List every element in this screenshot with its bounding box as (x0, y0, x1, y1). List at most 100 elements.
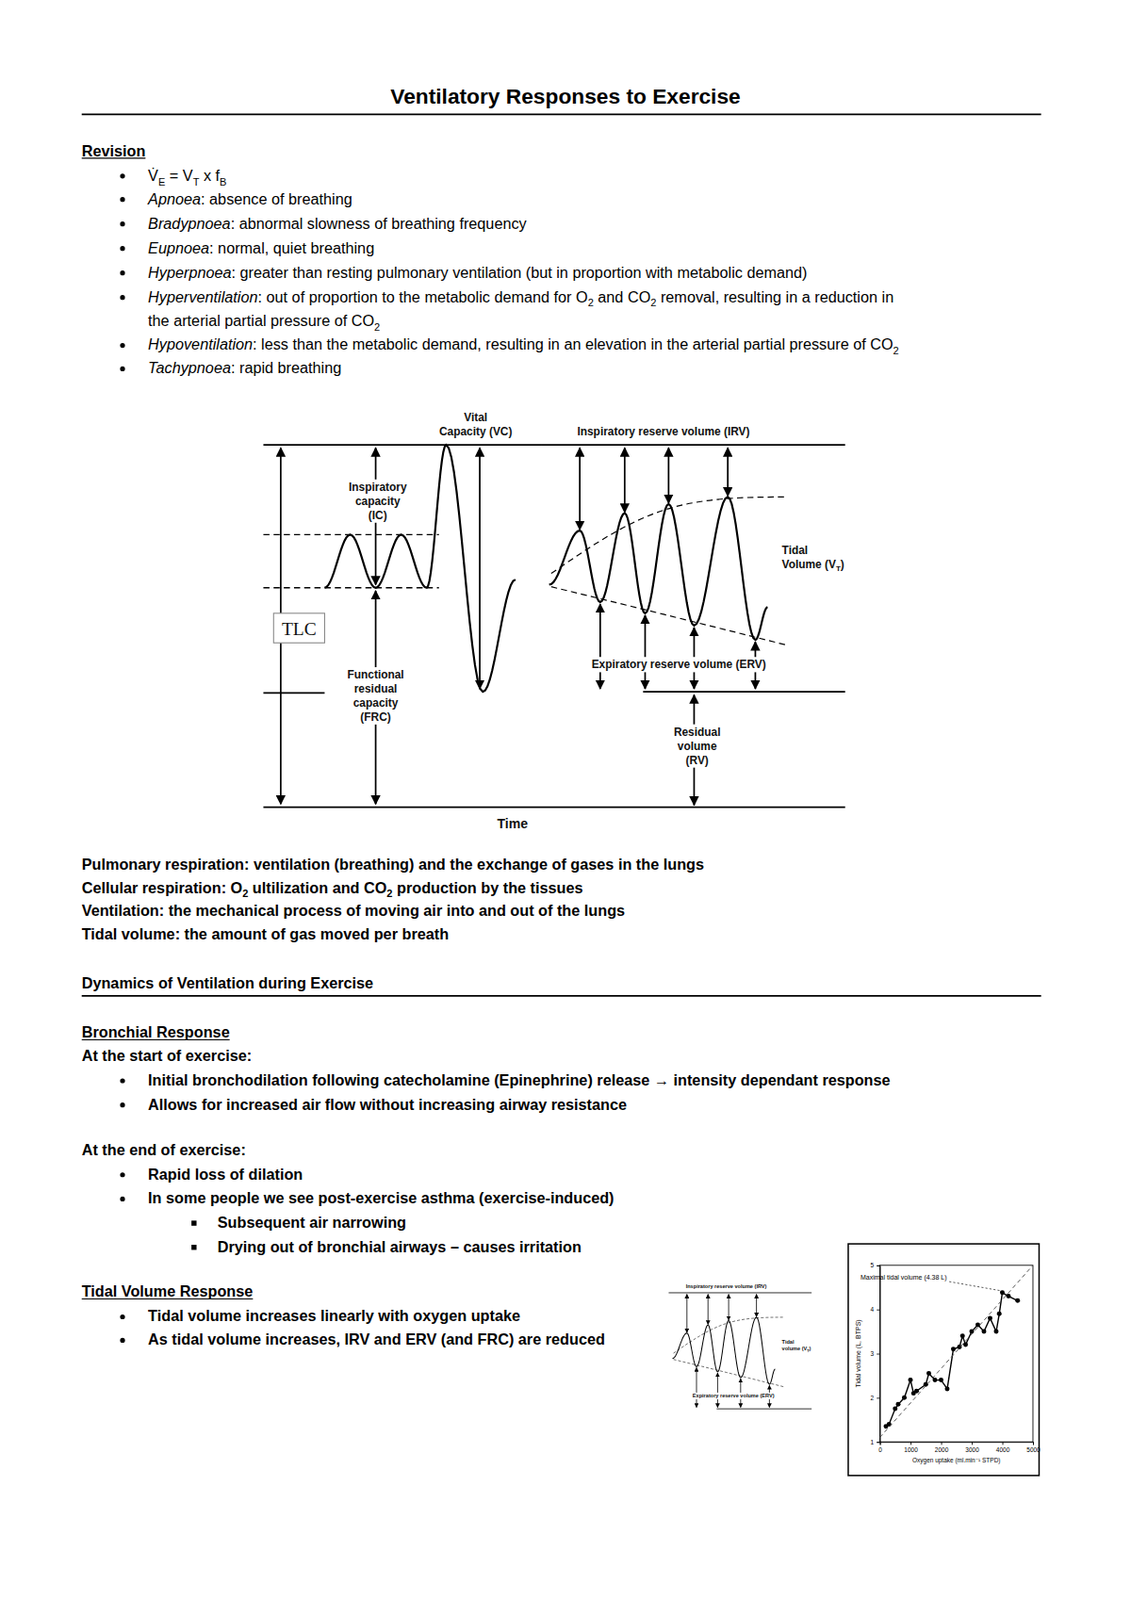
label-line: Functional (346, 668, 404, 682)
text-run: Pulmonary respiration: ventilation (brea… (81, 855, 705, 873)
tick-mark (876, 1310, 880, 1312)
tick: 4000 (996, 1442, 1011, 1454)
text-run: Oxygen uptake (ml.min⁻¹ STPD) (912, 1457, 1001, 1465)
tick-mark (876, 1397, 880, 1399)
text-run: Dynamics of Ventilation during Exercise (81, 974, 374, 992)
tick: 1 (869, 1439, 880, 1446)
block-label: At the end of exercise: (81, 1141, 246, 1159)
text-run: capacity (355, 494, 401, 509)
text-run: : normal, quiet breathing (209, 239, 375, 257)
label-line: Tidal (782, 1339, 795, 1345)
text-run: Volume (V (782, 557, 836, 572)
level-line (262, 691, 325, 694)
bullet-text: In some people we see post-exercise asth… (147, 1189, 614, 1207)
x-axis: 0 1000 2000 3000 4000 5000 (878, 1442, 1041, 1454)
text-run: Bradypnoea (147, 214, 231, 232)
diagram-label: Inspiratorycapacity(IC) (348, 480, 408, 523)
heading: Tidal Volume Response (81, 1282, 254, 1300)
diagram-label: Expiratory reserve volume (ERV) (591, 657, 767, 672)
arrow (755, 1294, 757, 1317)
text-run: ) (809, 1345, 812, 1352)
text-run: Expiratory reserve volume (ERV) (591, 657, 767, 672)
breathing-trace (549, 496, 769, 640)
arrow (599, 604, 602, 689)
label-line: (FRC) (360, 710, 391, 724)
label-line: Volume (VT) (782, 557, 845, 574)
diagram-label: Tidalvolume (VT) (782, 1339, 812, 1354)
data-point (969, 1329, 975, 1335)
tick-label: 4000 (996, 1446, 1011, 1454)
label-line: capacity (355, 494, 401, 509)
data-point (945, 1386, 951, 1392)
tick: 0 (878, 1442, 883, 1454)
level-line (262, 587, 439, 589)
envelope (551, 496, 787, 574)
text-run: Residual (673, 725, 722, 739)
definition: Tidal volume: the amount of gas moved pe… (81, 925, 449, 943)
text-run: capacity (353, 696, 399, 710)
envelope (551, 587, 787, 646)
label-bg (346, 479, 410, 524)
plot-area (880, 1265, 1033, 1439)
heading: Bronchial Response (81, 1023, 230, 1041)
tick-mark (1002, 1442, 1004, 1445)
block-label: At the start of exercise: (81, 1047, 252, 1065)
tick-label: 3000 (965, 1446, 980, 1454)
plot-frame (880, 1265, 1033, 1443)
data-point (999, 1290, 1005, 1295)
text-run: volume (V (782, 1345, 808, 1352)
label-line: (RV) (686, 754, 709, 768)
bullet (119, 196, 125, 202)
tick-label: 2000 (934, 1446, 950, 1454)
bullet-text: Hyperventilation: out of proportion to t… (147, 288, 894, 310)
arrow (623, 447, 626, 512)
bullet-text: Apnoea: absence of breathing (147, 190, 353, 208)
tick-mark (910, 1442, 912, 1445)
bullet-text: Tachypnoea: rapid breathing (147, 359, 342, 377)
text-run: (FRC) (360, 710, 391, 724)
tick-label: 1000 (903, 1446, 918, 1454)
label-line: Time (496, 816, 528, 832)
arrow (668, 447, 671, 503)
text-run: Revision (81, 142, 147, 160)
text-run: Drying out of bronchial airways – causes… (217, 1238, 582, 1256)
label-line: TLC (281, 619, 317, 640)
tick-mark (876, 1442, 880, 1443)
text-run: Tachypnoea (147, 359, 231, 377)
bullet (119, 221, 125, 227)
definition: Pulmonary respiration: ventilation (brea… (81, 855, 705, 873)
diagram-label: TLC (281, 619, 317, 640)
label-line: (IC) (368, 508, 388, 523)
thumbnail-diagram: Inspiratory reserve volume (IRV)Tidalvol… (668, 1283, 812, 1410)
label-bg (344, 667, 407, 725)
arrow (728, 1294, 730, 1320)
axis-line (880, 1442, 1033, 1446)
tick: 1000 (903, 1442, 918, 1454)
text-run: Time (496, 816, 528, 832)
level-line (642, 690, 845, 693)
data-point (901, 1395, 907, 1401)
envelope (673, 1317, 785, 1354)
text-run: Apnoea (147, 190, 201, 208)
tick: 3 (869, 1350, 880, 1358)
tick-label: 5000 (1026, 1446, 1041, 1454)
bullet (119, 1078, 125, 1083)
bullet-text: Tidal volume increases linearly with oxy… (147, 1307, 521, 1325)
bullet (119, 366, 125, 372)
arrow (578, 447, 581, 530)
text-run: At the start of exercise: (81, 1047, 252, 1065)
level-line (262, 443, 541, 446)
bullet (119, 1102, 125, 1108)
label-line: Expiratory reserve volume (ERV) (692, 1393, 775, 1399)
text-run: Tidal (782, 543, 809, 558)
series-line (885, 1293, 1018, 1427)
text-run: Initial bronchodilation following catech… (147, 1071, 891, 1089)
text-run: production by the tissues (393, 879, 584, 897)
text-run: volume (677, 739, 718, 754)
text-run: (RV) (686, 754, 709, 768)
bullet (119, 173, 125, 179)
bullet-text: Hyperpnoea: greater than resting pulmona… (147, 263, 807, 281)
text-run: : out of proportion to the metabolic dem… (258, 288, 589, 306)
text-run: x f (198, 166, 220, 184)
text-run: In some people we see post-exercise asth… (147, 1189, 614, 1207)
